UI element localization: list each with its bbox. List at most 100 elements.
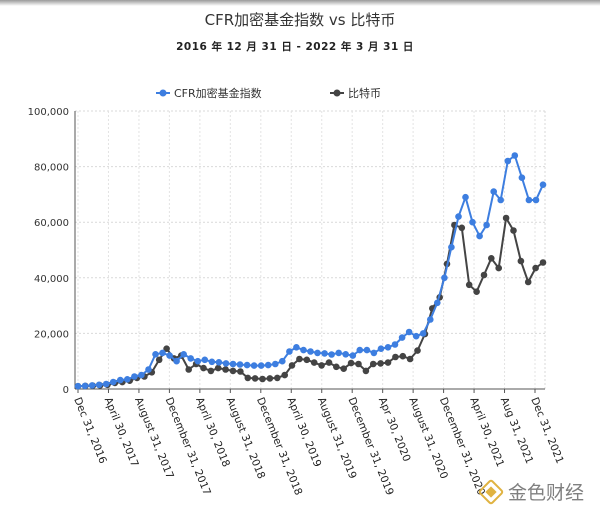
data-point (384, 359, 392, 366)
data-point (274, 374, 281, 382)
data-point (398, 334, 406, 341)
data-point (490, 188, 498, 195)
data-point (236, 361, 244, 368)
data-point (250, 362, 258, 369)
data-point (237, 368, 244, 375)
data-point (201, 356, 209, 364)
axes (74, 111, 545, 393)
series-layer (74, 152, 547, 390)
data-point (152, 351, 159, 358)
data-point (314, 349, 321, 357)
data-point (369, 360, 377, 368)
y-tick-label: 80,000 (34, 163, 69, 174)
data-point (300, 346, 307, 354)
data-point (458, 224, 466, 232)
data-point (307, 348, 314, 355)
data-point (155, 356, 163, 364)
data-point (405, 328, 413, 336)
y-axis-ticks: 0 20,000 40,000 60,000 80,000 100,000 (28, 107, 69, 396)
series-1 (74, 214, 547, 390)
watermark: 金色财经 (478, 479, 584, 505)
data-point (532, 264, 539, 272)
data-point (469, 218, 476, 226)
data-point (455, 213, 462, 220)
data-point (333, 363, 340, 371)
data-point (473, 288, 480, 296)
data-point (525, 196, 533, 204)
legend: CFR加密基金指数 比特币 (156, 86, 381, 100)
data-point (257, 362, 265, 369)
data-point (95, 381, 103, 389)
data-point (264, 361, 272, 369)
data-point (462, 193, 469, 201)
x-tick-label: Apr 30, 2020 (376, 396, 413, 464)
data-point (335, 349, 343, 357)
data-point (138, 371, 145, 379)
data-point (414, 347, 421, 354)
data-point (243, 361, 251, 369)
data-point (483, 221, 490, 229)
data-point (281, 371, 289, 379)
data-point (222, 366, 229, 373)
data-point (419, 330, 427, 337)
data-point (81, 382, 89, 390)
data-point (497, 196, 505, 204)
data-point (465, 281, 473, 289)
series-0 (74, 152, 547, 390)
data-point (109, 378, 117, 386)
data-point (159, 349, 166, 357)
data-point (166, 352, 173, 359)
data-point (504, 157, 512, 165)
data-point (229, 360, 237, 368)
legend-label-btc: 比特币 (348, 86, 381, 100)
data-point (347, 359, 355, 367)
x-tick-label: Dec 31, 2016 (71, 396, 109, 466)
data-point (145, 366, 152, 373)
data-point (229, 367, 237, 375)
data-point (207, 367, 215, 375)
data-point (342, 351, 350, 358)
data-point (131, 373, 138, 380)
data-point (355, 360, 362, 368)
watermark-text: 金色财经 (508, 482, 584, 504)
data-point (539, 259, 547, 266)
data-point (377, 360, 384, 367)
chart-subtitle: 2016 年 12 月 31 日 - 2022 年 3 月 31 日 (176, 40, 414, 53)
data-point (187, 355, 194, 362)
data-point (208, 358, 216, 366)
data-point (363, 346, 371, 354)
data-point (476, 232, 483, 240)
data-point (517, 257, 525, 265)
y-tick-label: 0 (63, 385, 69, 396)
data-point (441, 274, 448, 282)
data-point (173, 357, 180, 365)
data-point (222, 360, 230, 367)
data-point (259, 375, 266, 383)
data-point (448, 243, 455, 251)
data-point (480, 271, 488, 279)
data-point (532, 196, 540, 204)
data-point (180, 351, 187, 358)
data-point (102, 380, 110, 388)
data-point (356, 346, 364, 354)
data-point (318, 362, 325, 369)
data-point (412, 332, 420, 340)
data-point (163, 345, 170, 353)
data-point (495, 264, 503, 272)
y-tick-label: 40,000 (34, 274, 69, 285)
y-tick-label: 20,000 (34, 329, 69, 340)
data-point (502, 214, 510, 222)
chart-title: CFR加密基金指数 vs 比特币 (205, 11, 396, 29)
data-point (427, 316, 434, 323)
data-point (321, 350, 328, 357)
data-point (488, 254, 495, 262)
data-point (194, 357, 202, 365)
data-point (377, 345, 385, 353)
data-point (185, 366, 192, 373)
data-point (518, 174, 526, 181)
data-point (88, 382, 96, 389)
data-point (215, 359, 223, 366)
data-point (384, 344, 392, 351)
data-point (214, 364, 222, 372)
